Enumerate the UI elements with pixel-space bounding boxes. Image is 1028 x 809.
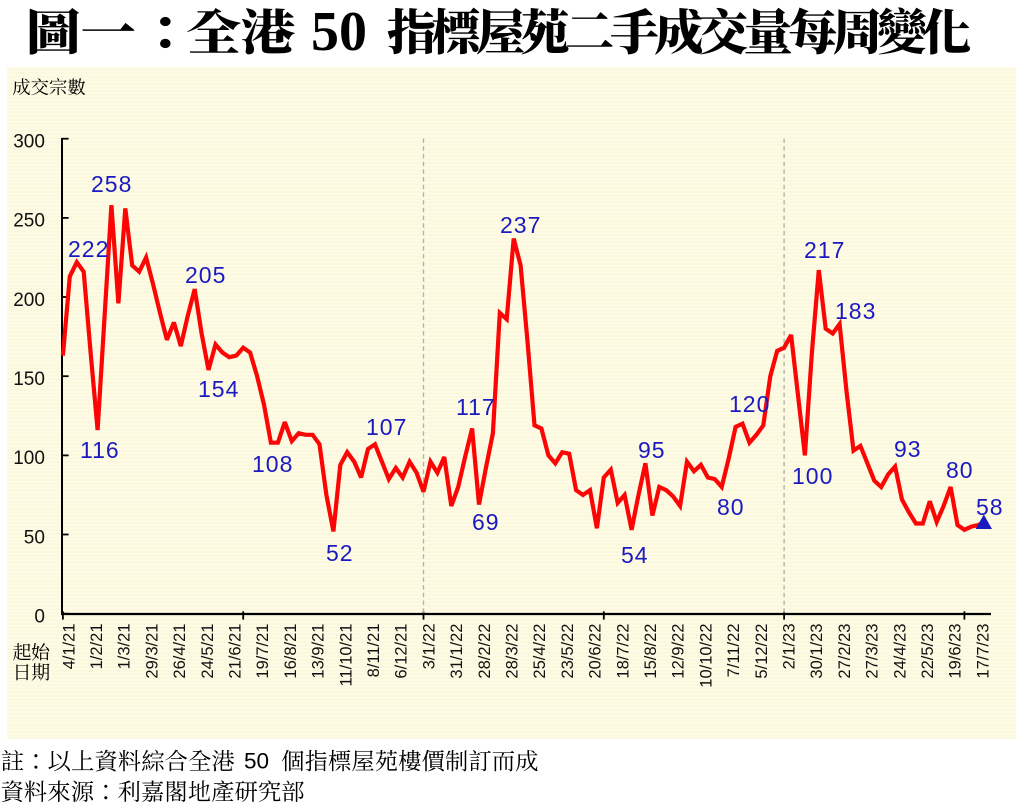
- svg-text:222: 222: [68, 236, 109, 262]
- svg-text:19/6/23: 19/6/23: [947, 624, 965, 679]
- svg-text:16/8/21: 16/8/21: [282, 624, 300, 679]
- svg-text:28/2/22: 28/2/22: [476, 624, 494, 679]
- svg-text:25/4/22: 25/4/22: [531, 624, 549, 679]
- svg-text:107: 107: [366, 414, 407, 440]
- svg-text:10/10/22: 10/10/22: [697, 624, 715, 688]
- svg-text:50: 50: [244, 749, 269, 774]
- svg-text:100: 100: [792, 463, 833, 489]
- svg-text:100: 100: [13, 448, 45, 469]
- svg-text:154: 154: [198, 376, 239, 402]
- svg-text:0: 0: [34, 607, 45, 628]
- svg-text:21/6/21: 21/6/21: [227, 624, 245, 679]
- svg-text:80: 80: [946, 457, 974, 483]
- svg-text:258: 258: [91, 171, 132, 197]
- svg-text:5/12/22: 5/12/22: [753, 624, 771, 679]
- svg-text:50: 50: [24, 527, 45, 548]
- svg-text:15/8/22: 15/8/22: [642, 624, 660, 679]
- svg-text:22/5/23: 22/5/23: [919, 624, 937, 679]
- svg-text:50: 50: [311, 1, 367, 63]
- svg-text:3/1/22: 3/1/22: [420, 624, 438, 670]
- svg-text:150: 150: [13, 369, 45, 390]
- svg-text:8/11/21: 8/11/21: [365, 624, 383, 678]
- svg-text:52: 52: [326, 540, 354, 566]
- svg-text:205: 205: [185, 262, 226, 288]
- svg-text:300: 300: [13, 132, 45, 153]
- svg-text:29/3/21: 29/3/21: [143, 624, 161, 679]
- svg-text:18/7/22: 18/7/22: [614, 624, 632, 679]
- svg-text:27/2/23: 27/2/23: [836, 624, 854, 679]
- svg-text:30/1/23: 30/1/23: [808, 624, 826, 679]
- svg-text:31/1/22: 31/1/22: [448, 624, 466, 679]
- svg-text:28/3/22: 28/3/22: [504, 624, 522, 679]
- svg-text:12/9/22: 12/9/22: [670, 624, 688, 679]
- svg-text:250: 250: [13, 211, 45, 232]
- svg-text:4/1/21: 4/1/21: [60, 624, 78, 670]
- svg-text:95: 95: [638, 437, 666, 463]
- svg-text:23/5/22: 23/5/22: [559, 624, 577, 679]
- svg-text:13/9/21: 13/9/21: [310, 624, 328, 679]
- svg-text:20/6/22: 20/6/22: [587, 624, 605, 679]
- svg-text:108: 108: [252, 451, 293, 477]
- svg-text:7/11/22: 7/11/22: [725, 624, 743, 678]
- svg-text:58: 58: [976, 494, 1004, 520]
- svg-text:19/7/21: 19/7/21: [254, 624, 272, 679]
- svg-text:2/1/23: 2/1/23: [781, 624, 799, 670]
- svg-text:6/12/21: 6/12/21: [393, 624, 411, 679]
- svg-text:11/10/21: 11/10/21: [337, 624, 355, 687]
- svg-text:217: 217: [804, 237, 845, 263]
- svg-text:24/5/21: 24/5/21: [199, 624, 217, 679]
- svg-text:116: 116: [80, 437, 120, 463]
- svg-text:54: 54: [621, 542, 649, 568]
- svg-text:24/4/23: 24/4/23: [891, 624, 909, 679]
- svg-text:1/2/21: 1/2/21: [88, 624, 106, 670]
- svg-text:120: 120: [729, 391, 770, 417]
- svg-text:17/7/23: 17/7/23: [974, 624, 992, 679]
- svg-text:117: 117: [456, 394, 496, 420]
- svg-text:200: 200: [13, 290, 45, 311]
- svg-text:26/4/21: 26/4/21: [171, 624, 189, 679]
- svg-text:1/3/21: 1/3/21: [116, 624, 134, 670]
- svg-text:69: 69: [472, 509, 500, 535]
- svg-text:237: 237: [500, 212, 541, 238]
- svg-text:93: 93: [894, 436, 922, 462]
- svg-text:27/3/23: 27/3/23: [864, 624, 882, 679]
- svg-text:183: 183: [835, 298, 876, 324]
- svg-text:80: 80: [717, 494, 745, 520]
